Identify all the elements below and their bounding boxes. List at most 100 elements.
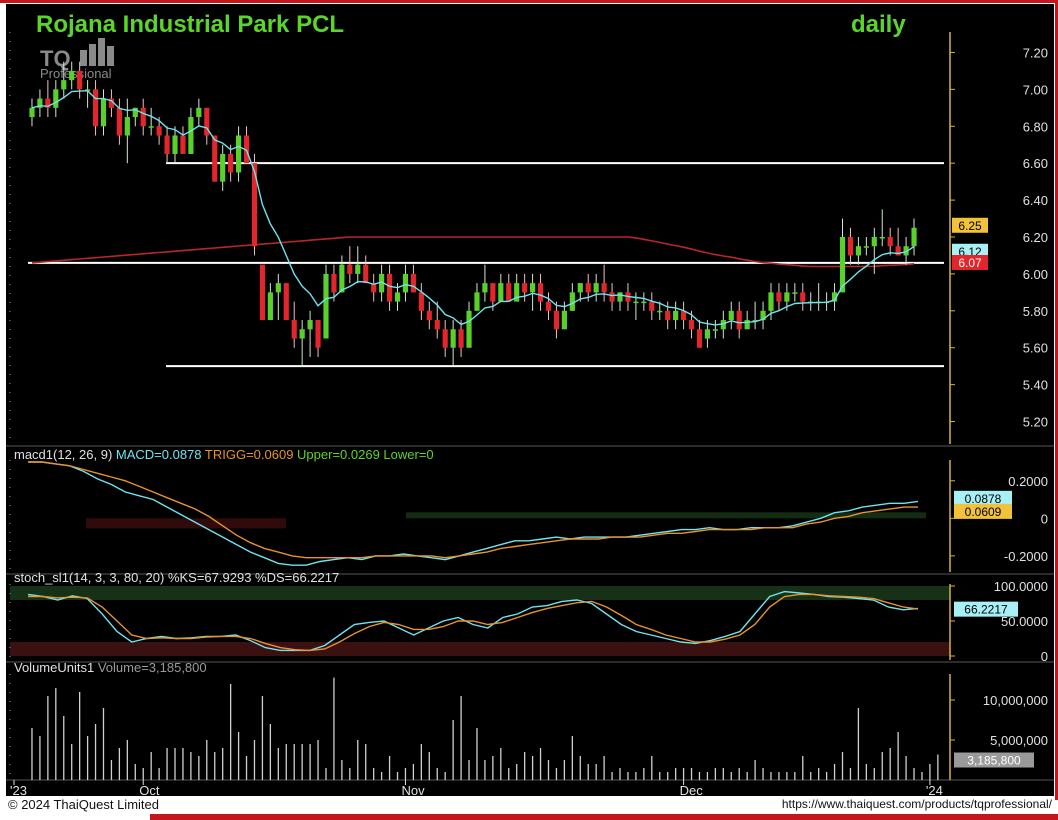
candle (371, 273, 377, 302)
candle-body (466, 310, 472, 348)
candle-body (728, 310, 734, 321)
candle (204, 107, 210, 145)
logo-bar-2 (89, 44, 96, 66)
candle (776, 283, 782, 311)
candle-body (887, 237, 893, 247)
price-label-text: 6.25 (958, 219, 982, 233)
macd-label: macd1(12, 26, 9) MACD=0.0878 TRIGG=0.060… (14, 447, 434, 462)
candle-body (768, 292, 774, 311)
candle-body (585, 283, 591, 293)
candle-body (911, 227, 917, 247)
candle-body (688, 320, 695, 330)
candle (641, 292, 647, 311)
stochastic-panel: stoch_sl1(14, 3, 3, 80, 20) %KS=67.9293 … (10, 570, 950, 656)
price-tick-label: 5.60 (1023, 341, 1048, 356)
candle-body (633, 301, 639, 304)
stoch-tick-label: 50.0000 (1001, 614, 1048, 629)
candle-body (442, 329, 448, 348)
candle-body (736, 310, 742, 330)
candle (323, 264, 329, 339)
candle (553, 301, 560, 339)
macd-end-label: 0.0609 (965, 505, 1002, 519)
candle-body (760, 310, 766, 321)
candle (839, 218, 846, 293)
candle-body (124, 117, 130, 136)
candle-body (37, 98, 43, 108)
trigger-line (28, 461, 918, 559)
candle (363, 255, 369, 284)
candle (212, 135, 218, 182)
candle (85, 80, 91, 108)
x-tick-label: '24 (926, 783, 943, 796)
logo-main-text: TQ (40, 46, 71, 71)
candle (895, 227, 901, 256)
candle (235, 126, 242, 182)
macd-tick-label: 0.2000 (1008, 474, 1048, 489)
candle (339, 255, 345, 293)
candle-body (267, 292, 273, 321)
candle (593, 273, 599, 302)
candle-body (212, 135, 218, 182)
candle (220, 144, 226, 191)
candle (696, 320, 703, 348)
price-tick-label: 5.40 (1023, 378, 1048, 393)
candle-body (712, 329, 718, 331)
candle-body (259, 264, 266, 321)
candle-body (45, 98, 51, 108)
candle-body (140, 107, 146, 127)
candle (800, 283, 806, 311)
candle (156, 117, 162, 145)
candle (831, 283, 838, 311)
candle (569, 283, 575, 311)
macd-tick-label: -0.2000 (1004, 549, 1048, 564)
footer-url[interactable]: https://www.thaiquest.com/products/tqpro… (781, 797, 1052, 811)
candle-body (696, 329, 703, 348)
candle (116, 98, 122, 145)
candle-body (220, 153, 226, 182)
candle-body (228, 153, 234, 173)
candle-body (331, 273, 337, 293)
stoch-end-label: 66.2217 (964, 603, 1008, 617)
candle-body (879, 237, 885, 239)
right-red-bar (1055, 0, 1058, 800)
candle-body (863, 246, 869, 248)
candle (545, 292, 552, 321)
price-tick-label: 6.00 (1023, 267, 1048, 282)
candle (140, 98, 146, 136)
candle (307, 310, 313, 357)
candle-body (164, 135, 170, 154)
ema-fast-line (31, 89, 915, 326)
candle (379, 264, 385, 302)
candle (434, 301, 440, 339)
tq-logo: TQ Professional (40, 38, 114, 81)
ema-slow-line (31, 236, 915, 268)
candle-body (522, 283, 528, 293)
price-tick-label: 6.60 (1023, 156, 1048, 171)
grid-layer (6, 445, 1054, 781)
candle (267, 283, 273, 321)
candle (887, 227, 893, 256)
candle-body (235, 135, 242, 173)
stoch-end-label-box (954, 601, 1018, 617)
candle-body (92, 89, 99, 127)
candle (792, 283, 798, 302)
candle (879, 209, 885, 247)
stoch-d-line (28, 593, 919, 652)
candle-body (148, 126, 154, 128)
candle-body (657, 310, 663, 313)
candle-body (776, 292, 782, 302)
candle-body (355, 264, 361, 274)
candle (243, 126, 250, 164)
candle-body (347, 264, 353, 274)
candle (37, 89, 43, 118)
candle (45, 80, 51, 118)
candle (291, 301, 297, 348)
candle (633, 292, 639, 321)
volume-panel: VolumeUnits1 Volume=3,185,800 (14, 660, 939, 780)
logo-bar-3 (98, 38, 105, 66)
macd-end-label: 0.0878 (965, 492, 1002, 506)
candle (251, 153, 258, 256)
candle (410, 264, 416, 293)
candle-body (903, 246, 909, 256)
